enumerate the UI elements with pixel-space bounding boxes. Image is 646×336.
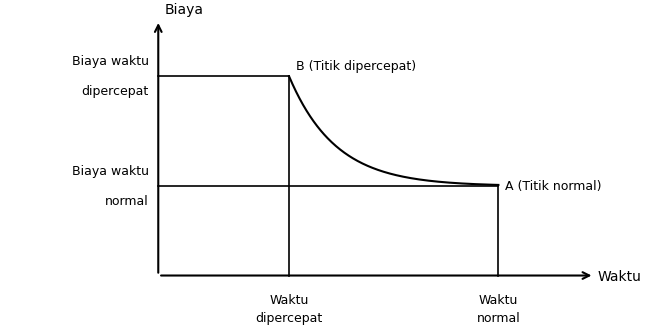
Text: A (Titik normal): A (Titik normal)	[505, 180, 601, 193]
Text: dipercepat: dipercepat	[81, 85, 149, 98]
Text: dipercepat: dipercepat	[255, 312, 323, 326]
Text: Biaya waktu: Biaya waktu	[72, 165, 149, 178]
Text: Biaya waktu: Biaya waktu	[72, 55, 149, 68]
Text: Biaya: Biaya	[165, 3, 203, 17]
Text: Waktu: Waktu	[269, 294, 309, 307]
Text: Waktu: Waktu	[479, 294, 518, 307]
Text: normal: normal	[477, 312, 520, 326]
Text: B (Titik dipercepat): B (Titik dipercepat)	[296, 60, 415, 73]
Text: normal: normal	[105, 195, 149, 208]
Text: Waktu: Waktu	[598, 270, 641, 284]
